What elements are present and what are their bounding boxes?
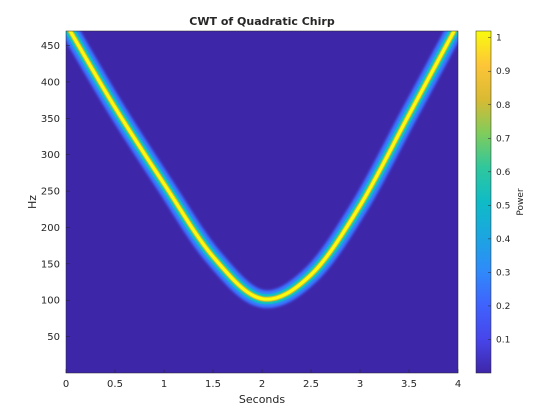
- x-tick-label: 4: [455, 379, 461, 390]
- x-tick-label: 0: [63, 379, 69, 390]
- colorbar-tick-label: 0.4: [496, 235, 511, 245]
- plot-area: [65, 30, 459, 374]
- y-axis: 50 100 150 200 250 300 350 400 450: [41, 41, 70, 343]
- y-tick-label: 50: [47, 332, 60, 343]
- heatmap-background: [66, 31, 458, 373]
- colorbar-tick-label: 0.3: [496, 268, 510, 278]
- x-tick-label: 1: [161, 379, 167, 390]
- x-tick-label: 0.5: [107, 379, 123, 390]
- x-axis-label: Seconds: [239, 393, 285, 406]
- y-tick-label: 150: [41, 259, 60, 270]
- y-tick-label: 200: [41, 223, 60, 234]
- x-tick-label: 3.5: [401, 379, 417, 390]
- chart-title: CWT of Quadratic Chirp: [189, 15, 335, 28]
- chirp-ridge: [66, 31, 458, 309]
- y-tick-label: 300: [41, 150, 60, 161]
- x-tick-label: 3: [357, 379, 363, 390]
- colorbar-tick-label: 0.1: [496, 335, 510, 345]
- colorbar-tick-label: 0.5: [496, 201, 510, 211]
- colorbar-tick-label: 0.8: [496, 101, 511, 111]
- colorbar-scale: [475, 30, 492, 374]
- x-tick-label: 2: [259, 379, 265, 390]
- colorbar-label: Power: [516, 188, 526, 216]
- colorbar-tick-label: 1: [496, 34, 502, 44]
- colorbar-tick-label: 0.6: [496, 168, 511, 178]
- ridge-band-peak: [68, 31, 456, 301]
- y-tick-label: 100: [41, 296, 60, 307]
- colorbar-tick-label: 0.9: [496, 67, 511, 77]
- colorbar-tick-label: 0.2: [496, 302, 510, 312]
- colorbar: 0.1 0.2 0.3 0.4 0.5 0.6 0.7 0.8 0.9 1 Power: [475, 30, 526, 374]
- y-tick-label: 400: [41, 77, 60, 88]
- x-tick-label: 2.5: [303, 379, 319, 390]
- colorbar-ticks: 0.1 0.2 0.3 0.4 0.5 0.6 0.7 0.8 0.9 1: [488, 34, 511, 345]
- y-tick-label: 350: [41, 114, 60, 125]
- x-axis: 0 0.5 1 1.5 2 2.5 3 3.5 4: [63, 369, 461, 390]
- colorbar-tick-label: 0.7: [496, 134, 510, 144]
- x-tick-label: 1.5: [205, 379, 221, 390]
- y-tick-label: 250: [41, 187, 60, 198]
- y-axis-label: Hz: [26, 195, 39, 209]
- y-tick-label: 450: [41, 41, 60, 52]
